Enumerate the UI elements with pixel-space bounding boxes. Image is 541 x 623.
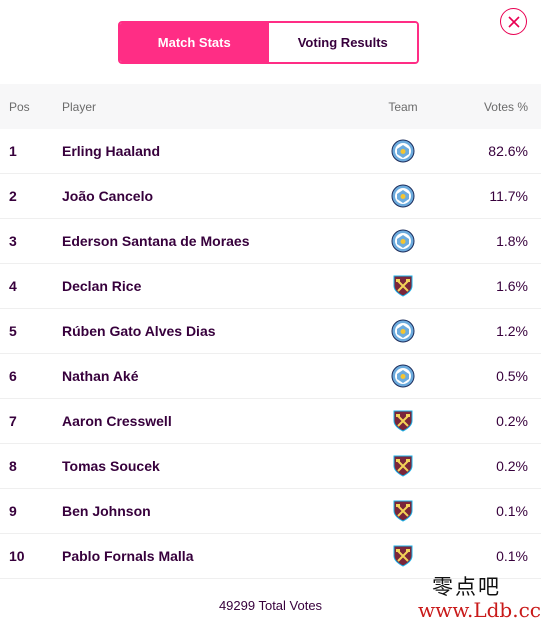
row-pos: 5	[9, 323, 17, 339]
header-player: Player	[62, 99, 97, 114]
total-votes: 49299 Total Votes	[218, 598, 323, 613]
row-pos: 8	[9, 458, 17, 474]
row-votes: 0.1%	[496, 503, 528, 519]
table-row: 8 Tomas Soucek 0.2%	[0, 444, 541, 489]
row-votes: 1.8%	[496, 233, 528, 249]
man-city-badge-icon	[368, 319, 438, 343]
watermark-url: www.Ldb.cc	[418, 598, 541, 622]
row-pos: 9	[9, 503, 17, 519]
header-votes: Votes %	[483, 99, 528, 114]
row-player: Declan Rice	[62, 278, 142, 294]
table-row: 5 Rúben Gato Alves Dias 1.2%	[0, 309, 541, 354]
west-ham-badge-icon	[368, 454, 438, 478]
west-ham-badge-icon	[368, 274, 438, 298]
row-pos: 3	[9, 233, 17, 249]
table-row: 6 Nathan Aké 0.5%	[0, 354, 541, 399]
row-pos: 4	[9, 278, 17, 294]
row-pos: 2	[9, 188, 17, 204]
row-player: João Cancelo	[62, 188, 154, 204]
table-row: 10 Pablo Fornals Malla 0.1%	[0, 534, 541, 579]
west-ham-badge-icon	[368, 409, 438, 433]
watermark-cn: 零点吧	[432, 575, 501, 599]
row-pos: 6	[9, 368, 17, 384]
header-pos: Pos	[9, 99, 30, 114]
row-player: Ederson Santana de Moraes	[62, 233, 250, 249]
man-city-badge-icon	[368, 229, 438, 253]
table-header: Pos Player Team Votes %	[0, 84, 541, 129]
tab-voting-results[interactable]: Voting Results	[268, 23, 417, 62]
row-player: Rúben Gato Alves Dias	[62, 323, 216, 339]
row-pos: 10	[9, 548, 25, 564]
table-row: 4 Declan Rice 1.6%	[0, 264, 541, 309]
tab-match-stats[interactable]: Match Stats	[120, 23, 269, 62]
row-votes: 82.6%	[488, 143, 528, 159]
row-player: Tomas Soucek	[62, 458, 160, 474]
row-pos: 7	[9, 413, 17, 429]
table-row: 2 João Cancelo 11.7%	[0, 174, 541, 219]
west-ham-badge-icon	[368, 544, 438, 568]
table-row: 3 Ederson Santana de Moraes 1.8%	[0, 219, 541, 264]
header-team: Team	[388, 99, 418, 114]
table-row: 1 Erling Haaland 82.6%	[0, 129, 541, 174]
row-votes: 11.7%	[489, 188, 528, 204]
tab-bar: Match Stats Voting Results	[118, 21, 419, 64]
man-city-badge-icon	[368, 139, 438, 163]
row-player: Nathan Aké	[62, 368, 139, 384]
row-votes: 0.2%	[496, 413, 528, 429]
west-ham-badge-icon	[368, 499, 438, 523]
row-votes: 0.2%	[496, 458, 528, 474]
row-player: Erling Haaland	[62, 143, 161, 159]
voting-table: Pos Player Team Votes % 1 Erling Haaland 8…	[0, 84, 541, 579]
man-city-badge-icon	[368, 364, 438, 388]
close-icon	[507, 15, 520, 28]
row-votes: 0.1%	[496, 548, 528, 564]
row-votes: 1.6%	[496, 278, 528, 294]
man-city-badge-icon	[368, 184, 438, 208]
row-player: Ben Johnson	[62, 503, 151, 519]
row-player: Pablo Fornals Malla	[62, 548, 194, 564]
row-pos: 1	[9, 143, 17, 159]
table-row: 7 Aaron Cresswell 0.2%	[0, 399, 541, 444]
row-votes: 1.2%	[496, 323, 528, 339]
row-player: Aaron Cresswell	[62, 413, 172, 429]
close-button[interactable]	[500, 8, 527, 35]
table-row: 9 Ben Johnson 0.1%	[0, 489, 541, 534]
row-votes: 0.5%	[496, 368, 528, 384]
